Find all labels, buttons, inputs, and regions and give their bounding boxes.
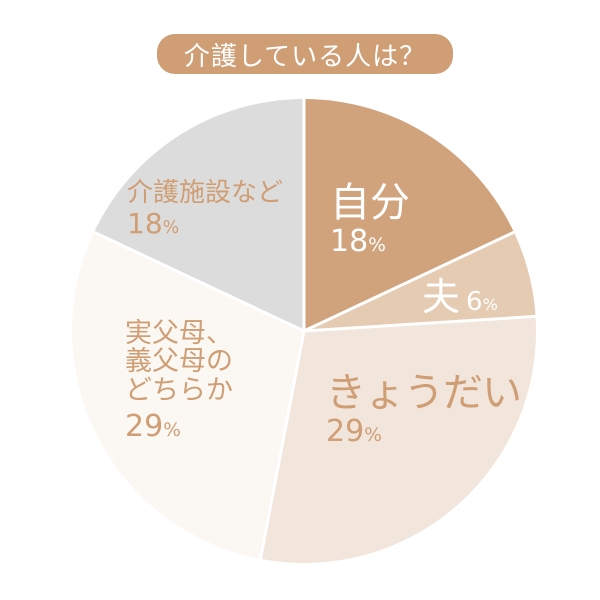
pct-unit: % [163,420,181,442]
pct-number: 6 [466,287,483,317]
slice-separator [303,230,515,333]
slice-parents [72,232,305,559]
slice-husband [304,232,536,331]
label-siblings-pct: 29% [326,416,521,448]
slice-separator [303,314,536,333]
pct-number: 18 [127,207,163,241]
label-parents-line3: どちらか [125,374,233,406]
label-self: 自分 18% [330,182,410,258]
label-self-pct: 18% [330,226,410,258]
label-facility-pct: 18% [127,209,283,238]
label-parents: 実父母、 義父母の どちらか 29% [125,318,233,443]
slice-siblings [260,316,536,563]
slice-self [304,99,514,331]
label-parents-line2: 義父母の [125,346,233,378]
pct-number: 29 [125,409,164,445]
pct-number: 29 [326,414,365,449]
label-husband: 夫 6% [422,275,498,319]
label-siblings-name: きょうだい [326,370,522,416]
label-parents-line1: 実父母、 [125,318,233,349]
pct-unit: % [364,425,382,446]
label-facility: 介護施設など 18% [127,178,284,239]
pct-unit: % [368,235,386,256]
chart-title: 介護している人は？ [157,34,453,74]
slice-facility [94,99,304,331]
label-husband-name: 夫 [422,275,461,319]
label-husband-pct: 6% [466,287,498,317]
label-facility-name: 介護施設など [127,178,284,208]
label-siblings: きょうだい 29% [326,370,522,448]
pct-unit: % [482,295,498,314]
label-self-name: 自分 [330,180,410,226]
slice-separator [93,230,305,333]
slice-separator [259,330,306,560]
pct-number: 18 [330,224,369,259]
label-parents-pct: 29% [125,411,233,443]
pct-unit: % [162,218,180,239]
